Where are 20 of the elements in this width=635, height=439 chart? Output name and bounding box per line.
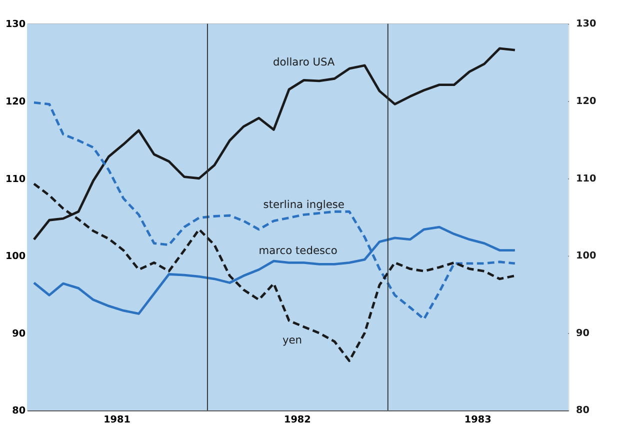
line-series [32,101,516,320]
x-tick-label: 1983 [464,414,492,426]
x-tick-label: 1982 [284,414,311,426]
y-tick-label: 130 [5,19,26,30]
series-label: sterlina inglese [263,198,344,211]
series-label: yen [282,333,302,346]
series-label: marco tedesco [258,244,338,257]
y2-tick-label: 80 [576,405,590,416]
x-tick-label: 1981 [104,414,131,426]
y2-tick-label: 130 [576,18,596,30]
y-tick-label: 110 [5,174,26,185]
y-tick-label: 100 [5,251,26,262]
y-tick-label: 80 [12,406,26,417]
y2-tick-label: 120 [576,96,596,107]
y2-tick-label: 110 [576,173,596,184]
y-tick-label: 90 [12,328,26,340]
series-label: dollaro USA [273,56,336,69]
y2-tick-label: 90 [576,328,590,339]
y-tick-label: 120 [5,96,26,108]
y2-tick-label: 100 [576,250,596,262]
